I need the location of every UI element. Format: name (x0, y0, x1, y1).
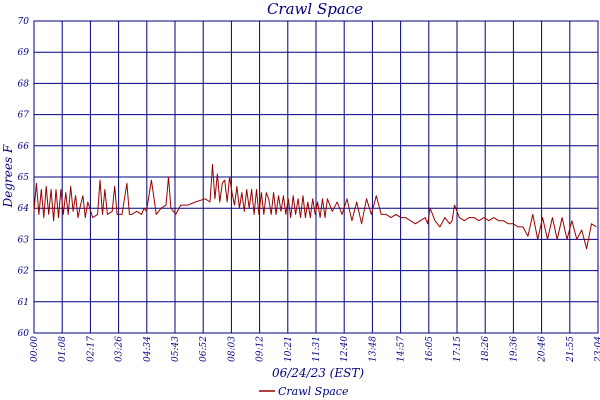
x-tick-label: 23:04 (594, 336, 600, 363)
x-tick-label: 16:05 (425, 336, 435, 362)
y-tick-label: 67 (18, 111, 30, 121)
x-tick-label: 06:52 (199, 336, 209, 362)
grid (33, 20, 599, 334)
x-tick-label: 05:43 (171, 336, 181, 362)
plot-frame (33, 20, 599, 334)
y-tick-label: 69 (18, 48, 30, 58)
y-tick-label: 60 (18, 329, 30, 339)
y-tick-label: 66 (18, 142, 30, 152)
y-tick-label: 63 (18, 235, 30, 245)
x-tick-label: 03:26 (115, 336, 125, 362)
y-tick-label: 65 (18, 173, 30, 183)
y-tick-label: 61 (18, 298, 29, 308)
x-axis-label: 06/24/23 (EST) (272, 366, 364, 380)
x-tick-label: 09:12 (256, 336, 266, 362)
legend: Crawl Space (259, 385, 349, 398)
y-tick-label: 68 (18, 79, 30, 89)
chart-title: Crawl Space (267, 0, 363, 18)
x-tick-label: 04:34 (143, 336, 153, 362)
x-tick-label: 14:57 (397, 336, 407, 362)
y-tick-label: 62 (18, 267, 30, 277)
x-tick-label: 20:46 (538, 336, 548, 363)
legend-label: Crawl Space (278, 385, 349, 398)
x-tick-label: 17:15 (453, 336, 463, 362)
x-tick-label: 13:48 (368, 336, 378, 362)
series-group (33, 164, 597, 250)
x-tick-label: 12:40 (340, 336, 350, 362)
x-tick-label: 18:26 (481, 336, 491, 362)
x-tick-label: 10:21 (284, 336, 294, 362)
y-axis-label: Degrees F (1, 144, 15, 208)
y-tick-label: 64 (18, 204, 30, 214)
x-tick-labels: 00:00 01:08 02:17 03:26 04:34 05:43 06:52 08:03… (30, 336, 600, 363)
x-tick-label: 19:36 (509, 336, 519, 362)
x-tick-label: 01:08 (58, 336, 68, 362)
y-tick-label: 70 (18, 17, 30, 27)
x-tick-label: 00:00 (30, 336, 40, 362)
x-tick-label: 08:03 (227, 336, 237, 362)
x-tick-label: 02:17 (86, 336, 96, 362)
x-tick-label: 21:55 (566, 336, 576, 363)
series-line-crawl-space (33, 164, 597, 250)
y-tick-labels: 60 61 62 63 64 65 66 67 68 69 70 (18, 17, 30, 339)
x-tick-label: 11:31 (312, 336, 322, 362)
